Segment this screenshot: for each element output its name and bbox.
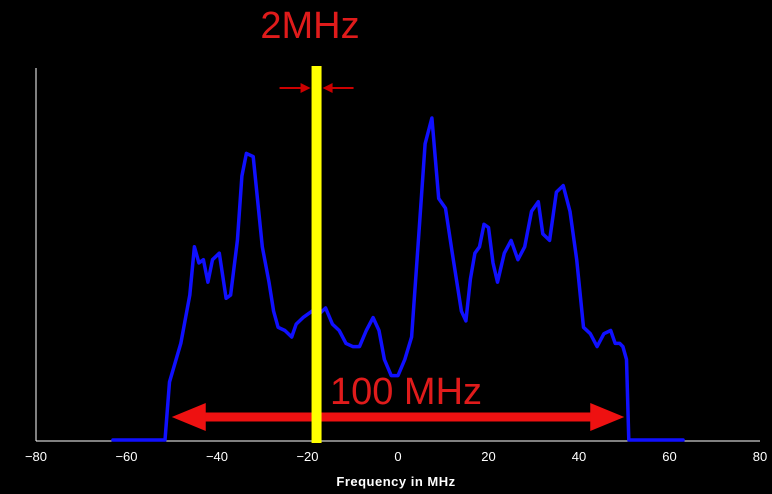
bandwidth-arrow-head-left bbox=[171, 403, 206, 431]
bandwidth-label: 100 MHz bbox=[330, 371, 482, 413]
x-axis-label: Frequency in MHz bbox=[336, 474, 455, 489]
narrow-arrow-right-head bbox=[322, 83, 333, 93]
narrow-band-label: 2MHz bbox=[260, 5, 359, 47]
x-tick-label: 60 bbox=[662, 449, 676, 464]
bandwidth-arrow-head-right bbox=[590, 403, 625, 431]
narrow-band-arrows bbox=[279, 83, 354, 93]
x-tick-label: −60 bbox=[115, 449, 137, 464]
bandwidth-arrow bbox=[171, 403, 625, 431]
spectrum-line bbox=[111, 116, 685, 442]
x-tick-labels: −80 −60 −40 −20 0 20 40 60 80 bbox=[25, 449, 767, 464]
x-tick-label: −20 bbox=[296, 449, 318, 464]
narrow-band-marker bbox=[311, 66, 322, 443]
x-tick-label: −40 bbox=[206, 449, 228, 464]
narrow-arrow-left-head bbox=[300, 83, 311, 93]
x-tick-label: 0 bbox=[394, 449, 401, 464]
x-tick-label: −80 bbox=[25, 449, 47, 464]
x-tick-label: 40 bbox=[572, 449, 586, 464]
x-tick-label: 80 bbox=[753, 449, 767, 464]
x-tick-label: 20 bbox=[481, 449, 495, 464]
